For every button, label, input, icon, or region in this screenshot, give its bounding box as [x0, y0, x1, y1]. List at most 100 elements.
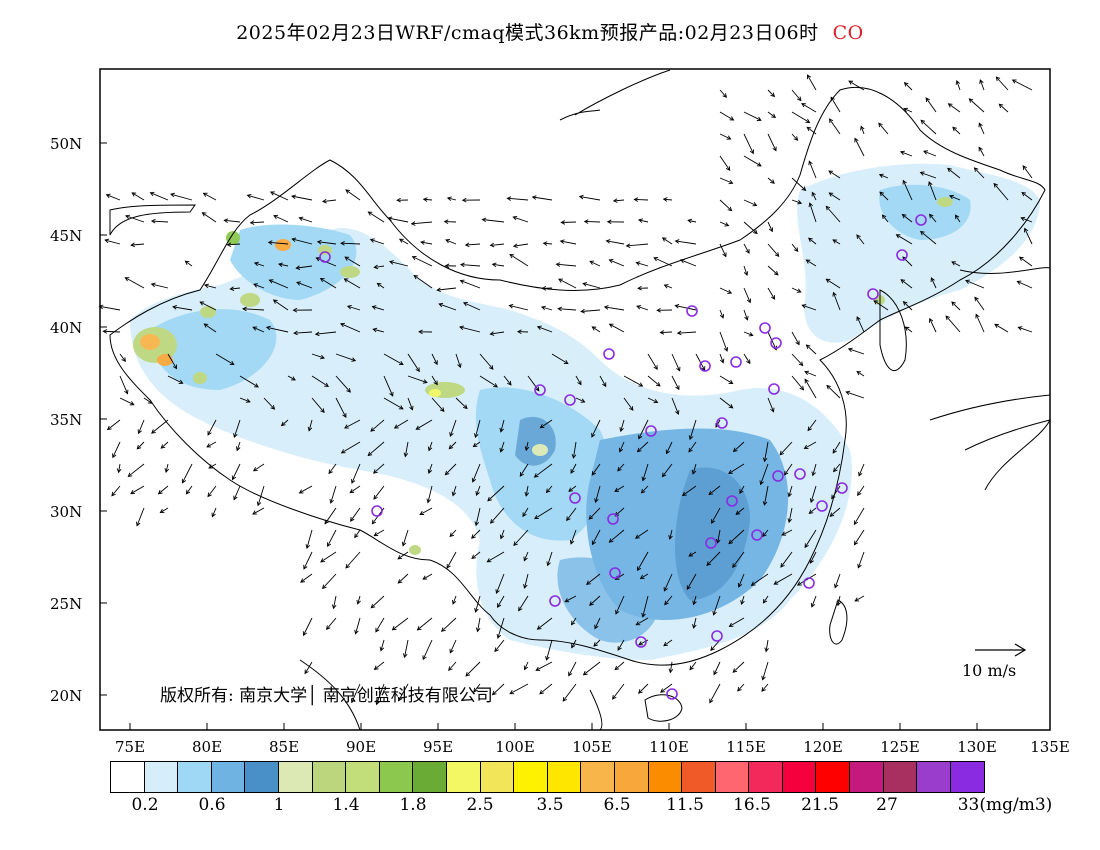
wind-arrow: [201, 212, 217, 223]
wind-arrow: [403, 441, 409, 458]
wind-arrow: [589, 595, 601, 606]
legend-swatch: [782, 762, 817, 792]
wind-arrow: [732, 441, 745, 453]
wind-arrow: [903, 82, 913, 91]
wind-arrow: [930, 277, 937, 289]
city-marker: [534, 384, 546, 396]
wind-arrow: [143, 397, 153, 404]
lon-label: 125E: [880, 738, 920, 756]
wind-arrow: [431, 353, 438, 366]
wind-arrow: [659, 330, 673, 335]
city-marker: [794, 468, 806, 480]
legend-label: 1.8: [399, 795, 427, 815]
wind-arrow: [167, 375, 184, 384]
city-marker: [803, 577, 815, 589]
wind-arrow: [461, 197, 481, 203]
wind-arrow: [345, 551, 361, 569]
wind-arrow: [167, 353, 178, 370]
wind-arrow: [157, 485, 169, 495]
city-marker: [716, 417, 728, 429]
wind-arrow: [750, 573, 769, 586]
legend-swatch: [648, 762, 683, 792]
wind-arrow: [853, 507, 865, 526]
wind-arrow: [578, 194, 601, 201]
wind-arrow: [589, 260, 601, 267]
wind-arrow: [207, 485, 217, 498]
wind-arrow: [668, 661, 674, 674]
wind-arrow: [767, 177, 775, 184]
wind-arrow: [263, 397, 276, 410]
wind-arrow: [444, 463, 457, 476]
wind-arrow: [207, 419, 217, 436]
wind-arrow: [993, 182, 1009, 201]
wind-arrow: [743, 221, 758, 235]
wind-arrow: [527, 375, 540, 392]
wind-arrow: [779, 441, 793, 456]
wind-arrow: [451, 485, 457, 497]
wind-arrow: [719, 199, 733, 212]
wind-arrow: [761, 661, 769, 681]
wind-arrow: [280, 419, 289, 427]
wind-arrow: [743, 287, 752, 304]
wind-arrow: [830, 96, 841, 113]
wind-arrow: [328, 463, 337, 475]
wind-arrow: [647, 397, 659, 404]
wind-arrow: [411, 255, 433, 267]
legend-swatch: [346, 762, 380, 792]
wind-arrow: [762, 595, 769, 604]
wind-arrow: [340, 241, 361, 246]
wind-scale-arrow: [975, 643, 1027, 657]
wind-arrow: [806, 74, 817, 91]
wind-arrow: [455, 353, 462, 369]
lon-label: 115E: [726, 738, 766, 756]
wind-arrow: [635, 617, 649, 626]
wind-arrow: [555, 262, 577, 267]
wind-arrow: [490, 507, 505, 524]
lon-label: 85E: [268, 738, 300, 756]
wind-arrow: [373, 661, 385, 670]
wind-arrow: [473, 683, 481, 693]
wind-arrow: [856, 234, 865, 245]
wind-arrow: [759, 463, 769, 486]
japan-outline: [929, 267, 1051, 491]
wind-arrow: [383, 397, 404, 410]
lon-label: 75E: [114, 738, 146, 756]
wind-arrow: [568, 661, 577, 677]
wind-arrow: [955, 79, 961, 91]
wind-arrow: [503, 375, 512, 386]
wind-arrow: [612, 683, 625, 700]
legend-swatch: [413, 762, 447, 792]
wind-arrow: [845, 390, 865, 399]
wind-arrow: [106, 419, 121, 431]
wind-arrow: [614, 661, 625, 671]
wind-arrow: [767, 397, 775, 413]
wind-arrow: [509, 254, 529, 267]
wind-arrow: [637, 285, 649, 291]
wind-arrow: [661, 463, 673, 478]
wind-arrow: [441, 617, 457, 632]
wind-arrow: [253, 283, 265, 289]
wind-arrow: [472, 441, 481, 448]
wind-arrow: [499, 441, 505, 453]
wind-arrow: [791, 177, 807, 191]
wind-arrow: [350, 507, 361, 522]
wind-arrow: [856, 316, 865, 333]
wind-arrow: [583, 219, 601, 224]
wind-arrow: [719, 155, 731, 172]
wind-arrow: [743, 331, 754, 337]
legend-swatch: [547, 762, 582, 792]
wind-arrow: [833, 463, 841, 473]
wind-arrow: [298, 216, 313, 223]
wind-arrow: [807, 419, 817, 432]
legend-swatch: [917, 762, 951, 792]
wind-arrow: [656, 307, 673, 313]
wind-arrow: [499, 529, 505, 540]
wind-arrow: [809, 551, 817, 564]
wind-arrow: [523, 661, 529, 671]
wind-arrow: [208, 463, 217, 469]
wind-arrow: [743, 111, 762, 121]
wind-arrow: [545, 639, 553, 661]
wind-arrow: [239, 375, 259, 388]
city-marker: [569, 492, 581, 504]
wind-arrow: [719, 133, 732, 140]
